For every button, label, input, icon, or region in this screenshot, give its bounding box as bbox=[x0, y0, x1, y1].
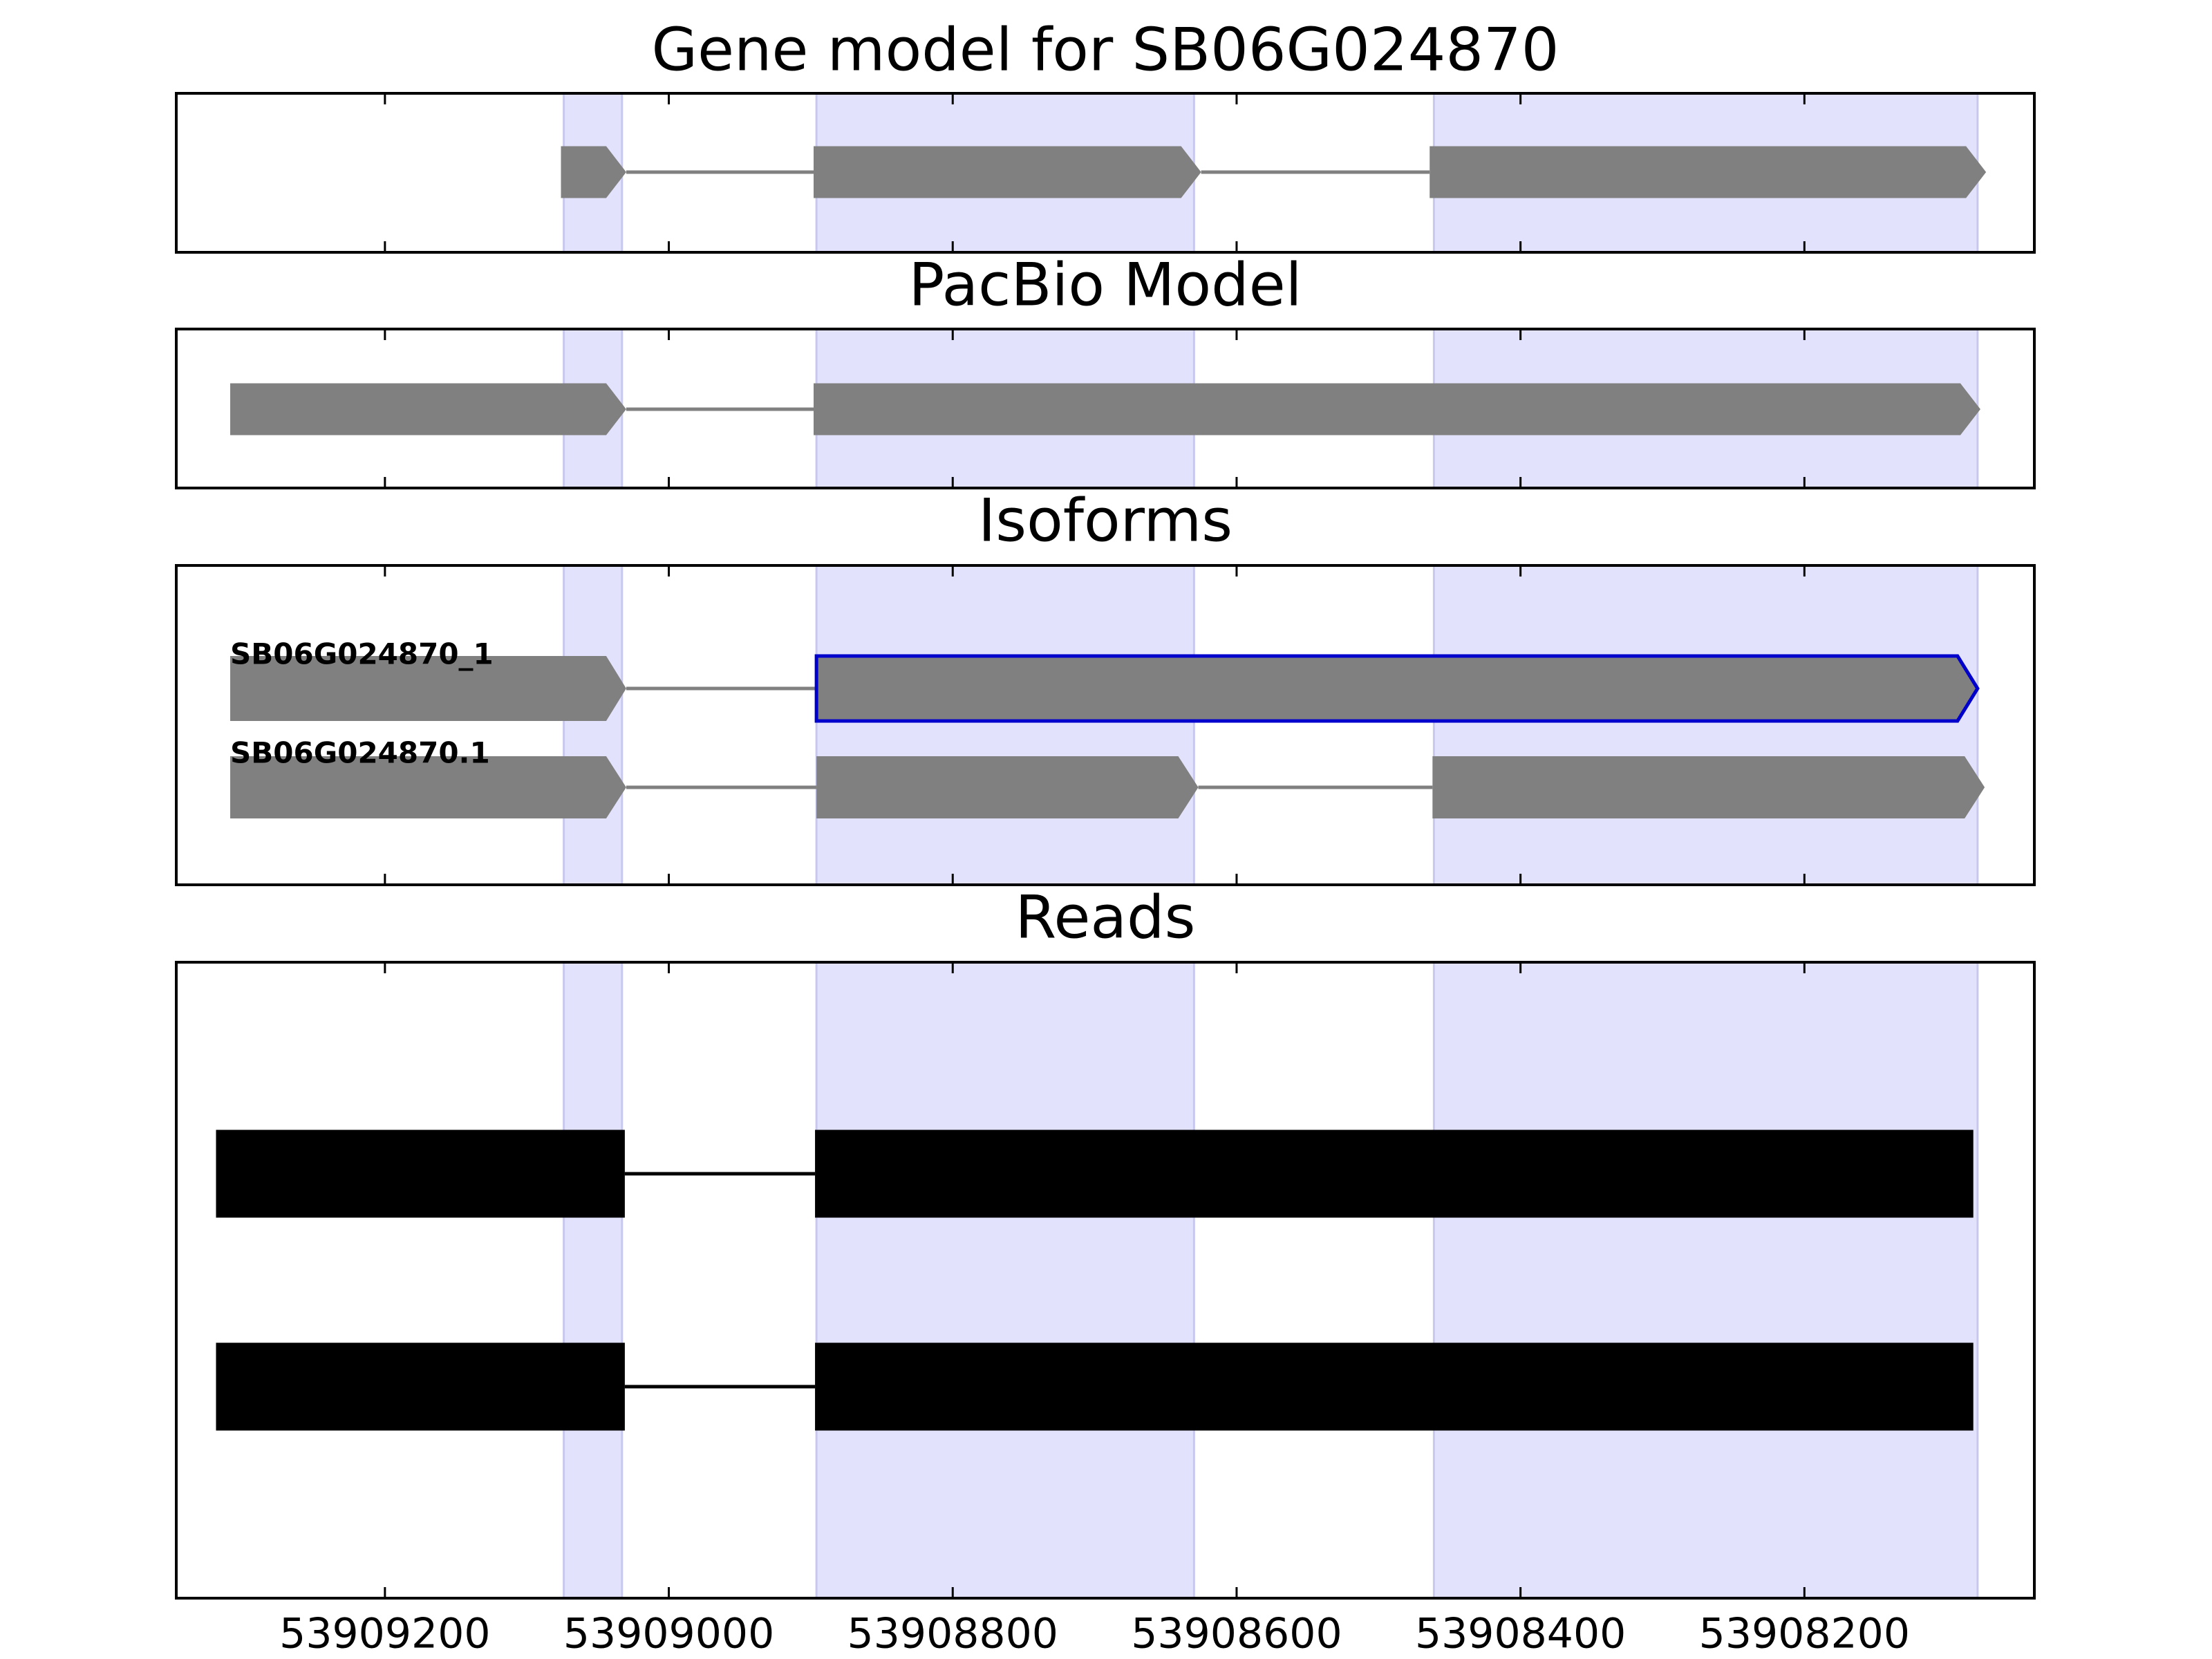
x-tick-label: 53909200 bbox=[279, 1610, 490, 1658]
exon bbox=[815, 1342, 1974, 1431]
exon bbox=[561, 146, 626, 198]
panel-frame bbox=[175, 92, 2036, 254]
x-tick-label: 53908400 bbox=[1415, 1610, 1626, 1658]
panel-frame bbox=[175, 961, 2036, 1600]
panel-frame bbox=[175, 328, 2036, 489]
highlight-region bbox=[815, 961, 1195, 1600]
exon bbox=[814, 654, 1980, 723]
highlight-region bbox=[563, 961, 624, 1600]
panel-title: Isoforms bbox=[978, 486, 1232, 555]
isoform-label: SB06G024870.1 bbox=[230, 736, 490, 770]
exon bbox=[1430, 146, 1987, 198]
highlight-region bbox=[815, 564, 1195, 886]
exon bbox=[216, 1130, 625, 1218]
exon bbox=[816, 756, 1199, 818]
exon bbox=[815, 1130, 1974, 1218]
exon bbox=[216, 1342, 625, 1431]
panel-title: PacBio Model bbox=[908, 250, 1302, 319]
exon bbox=[230, 756, 626, 818]
exon bbox=[230, 383, 626, 435]
x-tick-label: 53908200 bbox=[1699, 1610, 1910, 1658]
highlight-region bbox=[563, 564, 624, 886]
exon bbox=[1432, 756, 1985, 818]
panel-title: Gene model for SB06G024870 bbox=[652, 15, 1559, 84]
exon bbox=[230, 656, 626, 721]
panel-title: Reads bbox=[1015, 883, 1196, 952]
exon bbox=[814, 146, 1201, 198]
highlight-region bbox=[1432, 961, 1979, 1600]
x-tick-label: 53909000 bbox=[563, 1610, 774, 1658]
x-tick-label: 53908800 bbox=[847, 1610, 1058, 1658]
exon bbox=[814, 383, 1980, 435]
highlight-region bbox=[1432, 564, 1979, 886]
x-tick-label: 53908600 bbox=[1131, 1610, 1342, 1658]
isoform-label: SB06G024870_1 bbox=[230, 637, 494, 671]
panel-frame bbox=[175, 564, 2036, 886]
